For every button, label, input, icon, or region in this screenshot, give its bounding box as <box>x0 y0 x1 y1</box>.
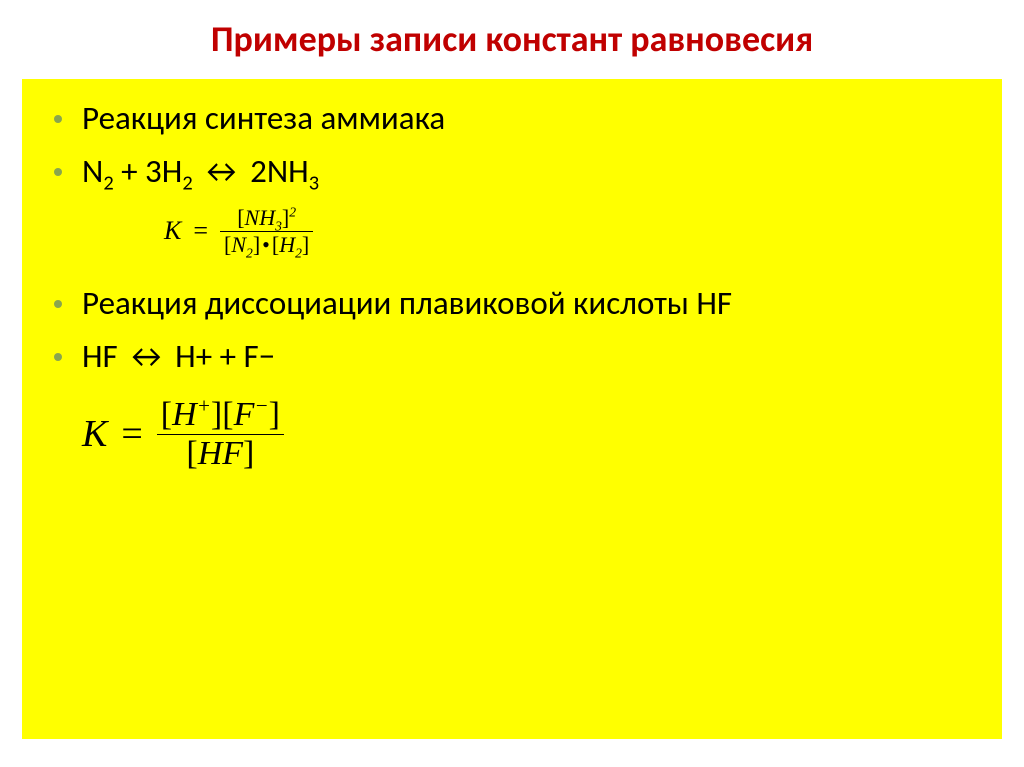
content-area: Реакция синтеза аммиака N2 + 3H2 ↔ 2NH3 … <box>22 79 1002 739</box>
bracket: ] <box>211 396 222 433</box>
equals-sign: = <box>193 216 208 246</box>
equals-sign: = <box>121 412 142 456</box>
equilibrium-formula-1: K = [NH3]2 [N2]•[H2] <box>164 205 982 258</box>
bullet-text: Реакция диссоциации плавиковой кислоты H… <box>82 282 732 325</box>
denominator: [HF] <box>182 435 258 473</box>
bullet-list: Реакция диссоциации плавиковой кислоты H… <box>54 282 982 378</box>
denominator: [N2]•[H2] <box>220 232 313 258</box>
var-K: K <box>164 216 181 245</box>
species: H <box>172 396 197 433</box>
bullet-icon <box>54 353 62 361</box>
bullet-icon <box>54 168 62 176</box>
var-K: K <box>82 413 107 455</box>
species: NH <box>245 205 276 230</box>
bullet-text: Реакция синтеза аммиака <box>82 97 445 140</box>
superscript: − <box>254 393 268 417</box>
txt: + 3H <box>114 151 183 191</box>
slide-title: Примеры записи констант равновесия <box>0 0 1024 79</box>
txt: ↔ 2NH <box>193 151 309 191</box>
slide: Примеры записи констант равновесия Реакц… <box>0 0 1024 767</box>
bracket: [ <box>186 435 197 472</box>
bracket: [ <box>222 396 233 433</box>
subscript: 2 <box>103 172 113 196</box>
reaction-equation: HF ↔ H+ + F− <box>82 335 275 378</box>
txt: N <box>82 151 103 191</box>
bullet-list: Реакция синтеза аммиака N2 + 3H2 ↔ 2NH3 <box>54 97 982 193</box>
species: H <box>279 232 295 257</box>
numerator: [H+][F−] <box>157 396 284 434</box>
subscript: 2 <box>295 245 302 260</box>
dot-operator: • <box>260 232 272 257</box>
equilibrium-formula-2: K = [H+][F−] [HF] <box>82 396 982 473</box>
bullet-icon <box>54 300 62 308</box>
reaction-equation: N2 + 3H2 ↔ 2NH3 <box>82 150 319 193</box>
formula-k: K <box>82 412 107 456</box>
bracket: ] <box>243 435 254 472</box>
formula-k: K <box>164 216 181 246</box>
superscript: + <box>197 393 211 417</box>
bracket: ] <box>269 396 280 433</box>
bullet-item: Реакция синтеза аммиака <box>54 97 982 140</box>
subscript: 2 <box>182 172 192 196</box>
superscript: 2 <box>289 205 296 220</box>
species: HF <box>198 435 243 472</box>
bracket: [ <box>161 396 172 433</box>
species: F <box>234 396 255 433</box>
fraction: [NH3]2 [N2]•[H2] <box>220 205 313 258</box>
bracket: [ <box>237 205 244 230</box>
bracket: ] <box>302 232 309 257</box>
bullet-item: Реакция диссоциации плавиковой кислоты H… <box>54 282 982 325</box>
numerator: [NH3]2 <box>233 205 300 231</box>
species: N <box>231 232 246 257</box>
subscript: 2 <box>246 245 253 260</box>
subscript: 3 <box>309 172 319 196</box>
bullet-icon <box>54 115 62 123</box>
fraction: [H+][F−] [HF] <box>157 396 284 473</box>
bullet-item: HF ↔ H+ + F− <box>54 335 982 378</box>
bullet-item: N2 + 3H2 ↔ 2NH3 <box>54 150 982 193</box>
